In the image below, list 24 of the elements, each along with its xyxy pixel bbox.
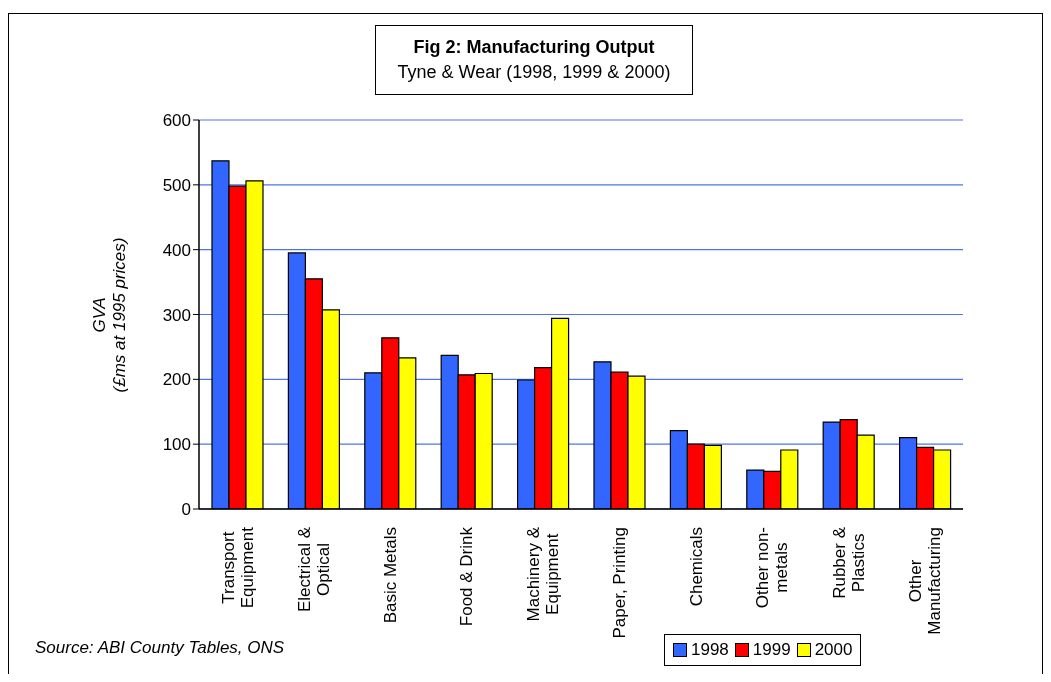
chart-title: Fig 2: Manufacturing Output [412, 36, 656, 59]
y-tick-label: 400 [162, 240, 191, 260]
x-tick-label: Electrical & Optical [295, 526, 334, 613]
y-tick-label: 500 [162, 175, 191, 195]
x-tick-label: Machinery & Equipment [524, 526, 563, 622]
y-tick-label: 300 [162, 305, 191, 325]
x-tick-label: Chemicals [686, 527, 706, 607]
x-tick-label: Food & Drink [457, 526, 477, 627]
x-tick-label: Other Manufacturing [906, 527, 945, 635]
source-note: Source: ABI County Tables, ONS [35, 638, 285, 658]
y-tick-label: 200 [162, 370, 191, 390]
x-tick-label: Other non-metals [753, 527, 792, 609]
legend-label: 2000 [814, 640, 853, 660]
chart-subtitle: Tyne & Wear (1998, 1999 & 2000) [396, 61, 672, 84]
x-tick-label: Paper, Printing [610, 527, 630, 639]
y-tick-label: 600 [162, 111, 191, 131]
legend-label: 1998 [691, 640, 729, 660]
y-tick-label: 0 [181, 500, 191, 520]
y-tick-label: 100 [162, 435, 191, 455]
x-tick-label: Basic Metals [380, 526, 400, 624]
legend-label: 1999 [752, 640, 791, 660]
x-tick-label: Transport Equipment [218, 526, 257, 609]
y-axis-title: GVA (£ms at 1995 prices) [90, 237, 130, 393]
x-tick-label: Rubber & Plastics [829, 526, 868, 599]
